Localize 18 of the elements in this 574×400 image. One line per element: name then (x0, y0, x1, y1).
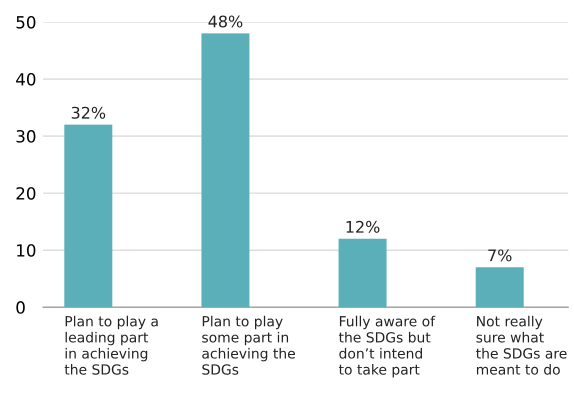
x-tick-label: Plan to play some part in achieving the SDGs (202, 316, 295, 375)
x-tick-label: Not really sure what the SDGs are meant to do (476, 316, 567, 375)
bar (338, 238, 387, 308)
y-tick-label: 30 (16, 130, 36, 143)
x-tick-label: Fully aware of the SDGs but don’t intend to take part (338, 316, 436, 378)
data-label: 7% (488, 249, 512, 262)
bar (476, 267, 524, 308)
y-tick-label: 40 (16, 73, 36, 86)
data-label: 32% (72, 106, 106, 119)
y-tick-label: 50 (16, 16, 36, 29)
data-label: 48% (208, 15, 242, 28)
y-tick-label: 10 (17, 244, 36, 257)
y-tick-label: 0 (16, 301, 25, 314)
y-tick-label: 20 (16, 187, 36, 200)
bar (201, 33, 250, 308)
x-tick-label: Plan to play a leading part in achieving the SDGs (64, 316, 158, 375)
bar (64, 124, 112, 308)
data-label: 12% (346, 220, 380, 233)
